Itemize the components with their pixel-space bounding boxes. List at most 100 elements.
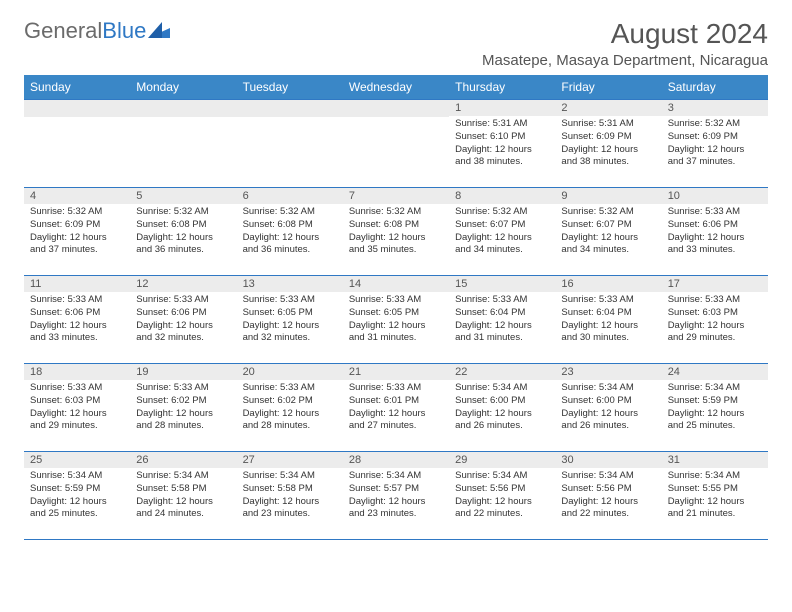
day-cell: 14Sunrise: 5:33 AMSunset: 6:05 PMDayligh… <box>343 276 449 364</box>
day-details: Sunrise: 5:34 AMSunset: 5:59 PMDaylight:… <box>662 380 768 437</box>
daylight-text: Daylight: 12 hours and 29 minutes. <box>30 408 124 434</box>
sunset-text: Sunset: 5:58 PM <box>243 483 337 496</box>
weekday-header: Saturday <box>662 75 768 100</box>
sunset-text: Sunset: 5:55 PM <box>668 483 762 496</box>
daylight-text: Daylight: 12 hours and 32 minutes. <box>136 320 230 346</box>
daylight-text: Daylight: 12 hours and 37 minutes. <box>30 232 124 258</box>
sunrise-text: Sunrise: 5:32 AM <box>136 206 230 219</box>
day-details: Sunrise: 5:33 AMSunset: 6:04 PMDaylight:… <box>555 292 661 349</box>
day-cell: 19Sunrise: 5:33 AMSunset: 6:02 PMDayligh… <box>130 364 236 452</box>
sunset-text: Sunset: 6:00 PM <box>561 395 655 408</box>
weekday-header: Friday <box>555 75 661 100</box>
sunset-text: Sunset: 6:08 PM <box>243 219 337 232</box>
daylight-text: Daylight: 12 hours and 28 minutes. <box>243 408 337 434</box>
day-cell: 29Sunrise: 5:34 AMSunset: 5:56 PMDayligh… <box>449 452 555 540</box>
sunrise-text: Sunrise: 5:33 AM <box>30 382 124 395</box>
day-cell: 10 Sunrise: 5:33 AMSunset: 6:06 PMDayligh… <box>662 188 768 276</box>
sunset-text: Sunset: 6:09 PM <box>668 131 762 144</box>
day-number: 25 <box>24 452 130 468</box>
day-details: Sunrise: 5:33 AMSunset: 6:06 PMDaylight:… <box>130 292 236 349</box>
day-number: 24 <box>662 364 768 380</box>
calendar-body: 1Sunrise: 5:31 AMSunset: 6:10 PMDaylight… <box>24 100 768 540</box>
sunrise-text: Sunrise: 5:32 AM <box>668 118 762 131</box>
day-number: 15 <box>449 276 555 292</box>
day-cell: 11Sunrise: 5:33 AMSunset: 6:06 PMDayligh… <box>24 276 130 364</box>
daylight-text: Daylight: 12 hours and 25 minutes. <box>668 408 762 434</box>
sunrise-text: Sunrise: 5:33 AM <box>668 294 762 307</box>
day-number: 1 <box>449 100 555 116</box>
weekday-header: Sunday <box>24 75 130 100</box>
daylight-text: Daylight: 12 hours and 38 minutes. <box>455 144 549 170</box>
day-number: 26 <box>130 452 236 468</box>
day-number: 3 <box>662 100 768 116</box>
daylight-text: Daylight: 12 hours and 34 minutes. <box>455 232 549 258</box>
sunset-text: Sunset: 6:07 PM <box>455 219 549 232</box>
page-header: GeneralBlue August 2024 Masatepe, Masaya… <box>24 18 768 69</box>
sunset-text: Sunset: 5:59 PM <box>30 483 124 496</box>
sunrise-text: Sunrise: 5:34 AM <box>668 382 762 395</box>
day-number: 10 <box>662 188 768 204</box>
calendar-table: Sunday Monday Tuesday Wednesday Thursday… <box>24 75 768 540</box>
day-cell <box>24 100 130 188</box>
day-details: Sunrise: 5:31 AMSunset: 6:09 PMDaylight:… <box>555 116 661 173</box>
day-details: Sunrise: 5:34 AMSunset: 6:00 PMDaylight:… <box>555 380 661 437</box>
day-details: Sunrise: 5:31 AMSunset: 6:10 PMDaylight:… <box>449 116 555 173</box>
day-cell: 7Sunrise: 5:32 AMSunset: 6:08 PMDaylight… <box>343 188 449 276</box>
day-cell: 22Sunrise: 5:34 AMSunset: 6:00 PMDayligh… <box>449 364 555 452</box>
day-cell <box>343 100 449 188</box>
calendar-week-row: 18Sunrise: 5:33 AMSunset: 6:03 PMDayligh… <box>24 364 768 452</box>
brand-logo: GeneralBlue <box>24 18 170 44</box>
calendar-week-row: 11Sunrise: 5:33 AMSunset: 6:06 PMDayligh… <box>24 276 768 364</box>
daylight-text: Daylight: 12 hours and 33 minutes. <box>668 232 762 258</box>
daylight-text: Daylight: 12 hours and 23 minutes. <box>243 496 337 522</box>
sunset-text: Sunset: 6:06 PM <box>668 219 762 232</box>
day-cell: 20Sunrise: 5:33 AMSunset: 6:02 PMDayligh… <box>237 364 343 452</box>
weekday-header-row: Sunday Monday Tuesday Wednesday Thursday… <box>24 75 768 100</box>
sunset-text: Sunset: 6:09 PM <box>561 131 655 144</box>
day-details: Sunrise: 5:32 AMSunset: 6:08 PMDaylight:… <box>237 204 343 261</box>
day-number: 31 <box>662 452 768 468</box>
day-number: 22 <box>449 364 555 380</box>
day-cell: 26Sunrise: 5:34 AMSunset: 5:58 PMDayligh… <box>130 452 236 540</box>
daylight-text: Daylight: 12 hours and 35 minutes. <box>349 232 443 258</box>
daylight-text: Daylight: 12 hours and 36 minutes. <box>243 232 337 258</box>
day-cell: 2Sunrise: 5:31 AMSunset: 6:09 PMDaylight… <box>555 100 661 188</box>
day-details: Sunrise: 5:33 AMSunset: 6:05 PMDaylight:… <box>343 292 449 349</box>
sunrise-text: Sunrise: 5:32 AM <box>30 206 124 219</box>
day-details: Sunrise: 5:32 AMSunset: 6:07 PMDaylight:… <box>555 204 661 261</box>
sunset-text: Sunset: 6:06 PM <box>30 307 124 320</box>
day-cell: 18Sunrise: 5:33 AMSunset: 6:03 PMDayligh… <box>24 364 130 452</box>
daylight-text: Daylight: 12 hours and 22 minutes. <box>455 496 549 522</box>
day-cell: 23Sunrise: 5:34 AMSunset: 6:00 PMDayligh… <box>555 364 661 452</box>
sunset-text: Sunset: 6:05 PM <box>243 307 337 320</box>
daylight-text: Daylight: 12 hours and 28 minutes. <box>136 408 230 434</box>
daylight-text: Daylight: 12 hours and 22 minutes. <box>561 496 655 522</box>
day-number: 19 <box>130 364 236 380</box>
day-cell: 17Sunrise: 5:33 AMSunset: 6:03 PMDayligh… <box>662 276 768 364</box>
daylight-text: Daylight: 12 hours and 25 minutes. <box>30 496 124 522</box>
day-details: Sunrise: 5:33 AMSunset: 6:06 PMDaylight:… <box>24 292 130 349</box>
daylight-text: Daylight: 12 hours and 23 minutes. <box>349 496 443 522</box>
day-details: Sunrise: 5:32 AMSunset: 6:09 PMDaylight:… <box>24 204 130 261</box>
sunset-text: Sunset: 6:05 PM <box>349 307 443 320</box>
day-number: 11 <box>24 276 130 292</box>
daylight-text: Daylight: 12 hours and 34 minutes. <box>561 232 655 258</box>
day-details: Sunrise: 5:32 AMSunset: 6:09 PMDaylight:… <box>662 116 768 173</box>
day-number: 4 <box>24 188 130 204</box>
day-details: Sunrise: 5:33 AMSunset: 6:03 PMDaylight:… <box>24 380 130 437</box>
day-details: Sunrise: 5:32 AMSunset: 6:08 PMDaylight:… <box>130 204 236 261</box>
daylight-text: Daylight: 12 hours and 36 minutes. <box>136 232 230 258</box>
weekday-header: Wednesday <box>343 75 449 100</box>
sunset-text: Sunset: 6:00 PM <box>455 395 549 408</box>
day-cell: 24Sunrise: 5:34 AMSunset: 5:59 PMDayligh… <box>662 364 768 452</box>
day-cell <box>237 100 343 188</box>
sunset-text: Sunset: 6:04 PM <box>455 307 549 320</box>
sunrise-text: Sunrise: 5:33 AM <box>349 294 443 307</box>
day-details: Sunrise: 5:32 AMSunset: 6:07 PMDaylight:… <box>449 204 555 261</box>
sunrise-text: Sunrise: 5:33 AM <box>668 206 762 219</box>
sunrise-text: Sunrise: 5:33 AM <box>243 294 337 307</box>
weekday-header: Thursday <box>449 75 555 100</box>
daylight-text: Daylight: 12 hours and 26 minutes. <box>455 408 549 434</box>
day-number: 7 <box>343 188 449 204</box>
daylight-text: Daylight: 12 hours and 30 minutes. <box>561 320 655 346</box>
